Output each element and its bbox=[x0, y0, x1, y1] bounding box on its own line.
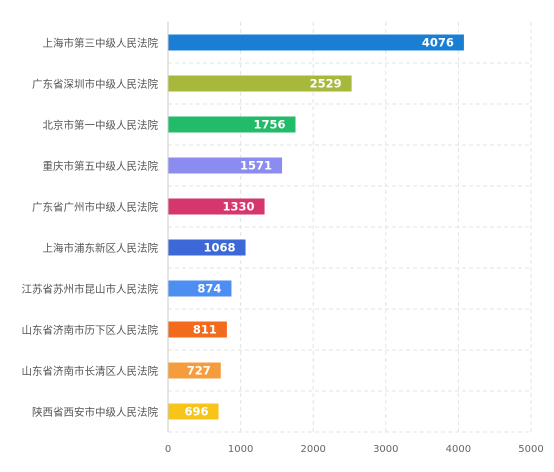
category-label: 北京市第一中级人民法院 bbox=[43, 119, 159, 132]
bar-value-label: 1330 bbox=[223, 200, 255, 214]
bar bbox=[168, 362, 221, 379]
category-label: 上海市第三中级人民法院 bbox=[43, 37, 159, 50]
category-label: 陕西省西安市中级人民法院 bbox=[32, 406, 158, 419]
x-tick-label: 4000 bbox=[446, 444, 471, 455]
x-tick-label: 3000 bbox=[373, 444, 398, 455]
category-label: 江苏省苏州市昆山市人民法院 bbox=[22, 283, 159, 296]
bar bbox=[168, 239, 246, 256]
bar-value-label: 696 bbox=[185, 405, 209, 419]
bar bbox=[168, 34, 464, 51]
x-tick-label: 0 bbox=[165, 444, 171, 455]
category-labels: 上海市第三中级人民法院广东省深圳市中级人民法院北京市第一中级人民法院重庆市第五中… bbox=[22, 37, 159, 419]
bar bbox=[168, 157, 283, 174]
category-label: 山东省济南市历下区人民法院 bbox=[22, 324, 159, 337]
category-label: 山东省济南市长清区人民法院 bbox=[22, 365, 159, 378]
bar bbox=[168, 116, 296, 133]
bar bbox=[168, 280, 232, 297]
category-label: 广东省广州市中级人民法院 bbox=[32, 201, 158, 214]
x-axis-ticks: 0 1000 2000 3000 4000 5000 bbox=[165, 444, 544, 455]
bar-value-label: 874 bbox=[197, 282, 221, 296]
bar-value-label: 4076 bbox=[422, 36, 454, 50]
category-label: 上海市浦东新区人民法院 bbox=[43, 242, 159, 255]
bar bbox=[168, 198, 265, 215]
bar-value-label: 1571 bbox=[240, 159, 272, 173]
bar bbox=[168, 403, 219, 420]
category-label: 广东省深圳市中级人民法院 bbox=[32, 78, 158, 91]
bar bbox=[168, 75, 352, 92]
bar-value-label: 727 bbox=[187, 364, 211, 378]
bar-value-label: 2529 bbox=[310, 77, 342, 91]
bars-group: 4076 2529 1756 1571 1330 1068 874 811 727 696 bbox=[168, 34, 464, 420]
bar-value-label: 1068 bbox=[204, 241, 236, 255]
bar bbox=[168, 321, 227, 338]
x-tick-label: 2000 bbox=[300, 444, 325, 455]
x-tick-label: 1000 bbox=[228, 444, 253, 455]
x-tick-label: 5000 bbox=[518, 444, 543, 455]
grid-lines bbox=[168, 22, 532, 433]
bar-value-label: 811 bbox=[193, 323, 217, 337]
category-label: 重庆市第五中级人民法院 bbox=[43, 160, 159, 173]
bar-value-label: 1756 bbox=[253, 118, 285, 132]
